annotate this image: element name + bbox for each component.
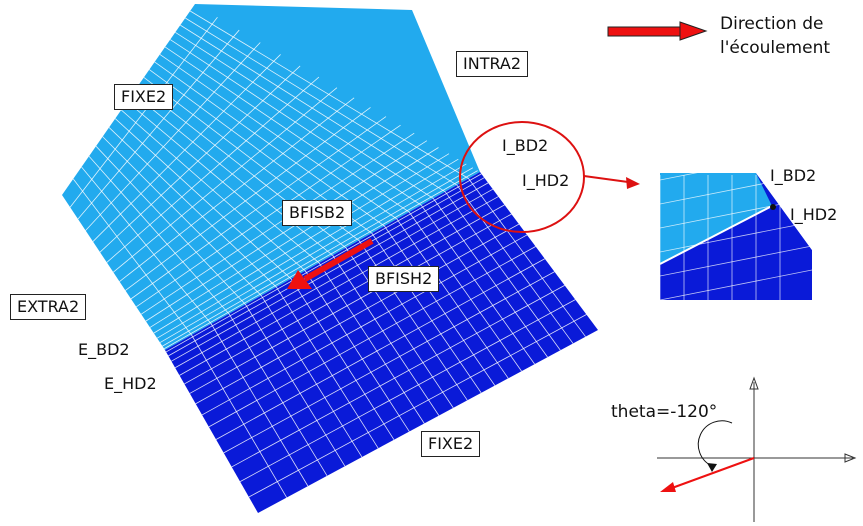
- legend-line-2: l'écoulement: [720, 38, 831, 58]
- label-bfisb2: BFISB2: [282, 200, 353, 226]
- theta-label: theta=-120°: [611, 402, 718, 422]
- legend-arrow: [607, 21, 708, 41]
- zoom-label-i-hd2: I_HD2: [790, 205, 838, 224]
- label-bfish2: BFISH2: [368, 266, 440, 292]
- corner-point: [770, 204, 776, 210]
- mesh-block: [62, 4, 598, 513]
- label-i-bd2: I_BD2: [502, 136, 549, 155]
- label-fixe2-top: FIXE2: [114, 84, 174, 110]
- legend-line-1: Direction de: [720, 14, 824, 34]
- zoom-label-i-bd2: I_BD2: [770, 166, 817, 185]
- label-fixe2-bottom: FIXE2: [421, 431, 481, 457]
- label-intra2: INTRA2: [456, 51, 529, 77]
- label-e-hd2: E_HD2: [104, 374, 157, 393]
- label-extra2: EXTRA2: [10, 294, 87, 320]
- label-i-hd2: I_HD2: [522, 171, 570, 190]
- axes-figure: [657, 376, 857, 522]
- flow-arrow-mesh: [287, 238, 374, 289]
- label-e-bd2: E_BD2: [78, 340, 130, 359]
- zoom-pointer: [583, 175, 629, 183]
